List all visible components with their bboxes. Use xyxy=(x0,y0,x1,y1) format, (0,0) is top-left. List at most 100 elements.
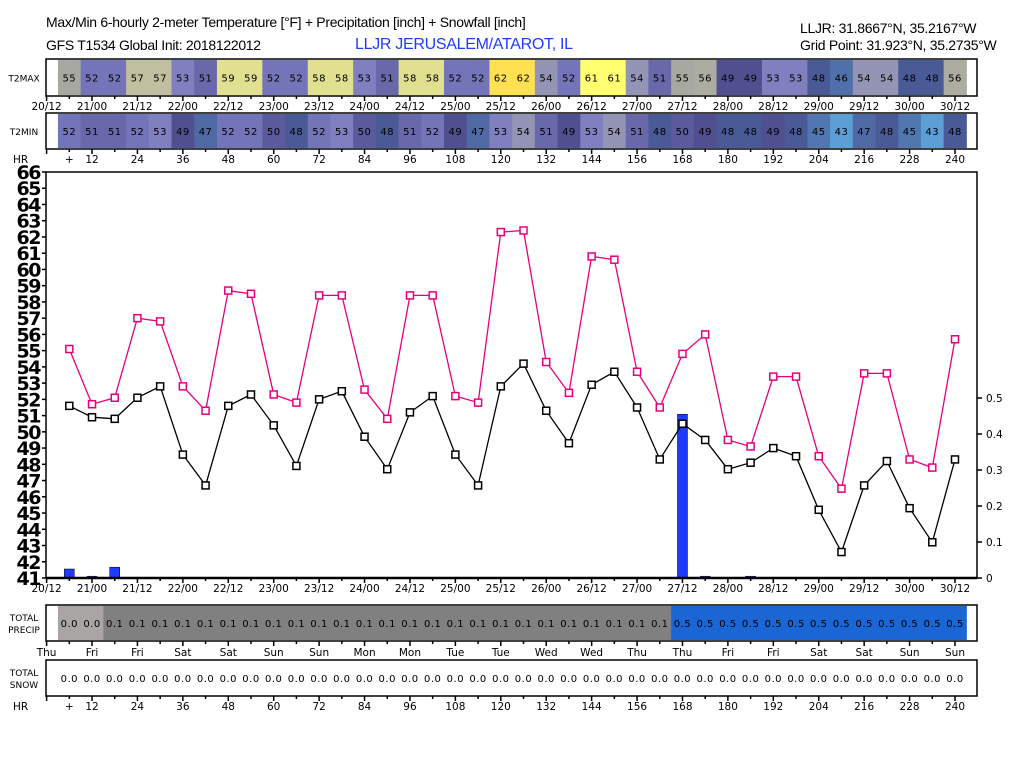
total_precip-cell-value: 0.1 xyxy=(151,619,168,630)
max-temp-point xyxy=(246,289,256,299)
date-tick-label: 28/00 xyxy=(713,101,743,113)
t2min-cell-value: 49 xyxy=(562,127,576,138)
t2min-cell xyxy=(625,114,649,148)
max-temp-point xyxy=(451,391,460,401)
t2min-cell-value: 49 xyxy=(176,127,190,138)
total_snow-cell-value: 0.0 xyxy=(469,674,486,685)
t2min-cell xyxy=(489,114,513,148)
date-tick-label: 23/00 xyxy=(259,101,289,113)
t2min-cell-value: 45 xyxy=(812,127,826,138)
min-temp-point xyxy=(201,481,210,490)
t2min-cell-value: 45 xyxy=(903,127,917,138)
total_precip-cell-value: 0.5 xyxy=(833,619,850,630)
t2max-cell xyxy=(216,60,241,95)
t2max-cell xyxy=(830,60,854,95)
total_precip-cell-value: 0.1 xyxy=(242,619,259,630)
t2min-label: T2MIN xyxy=(9,128,38,138)
total_precip-cell-value: 0.5 xyxy=(901,619,918,630)
total_precip-cell-value: 0.5 xyxy=(878,619,895,630)
total_precip-cell-value: 0.5 xyxy=(787,619,804,630)
t2max-cell-value: 54 xyxy=(539,74,553,85)
max-temp-point xyxy=(564,388,574,398)
day-tick-label: Mon xyxy=(399,647,421,659)
y-tick-label: 59 xyxy=(17,276,41,298)
total_precip-cell xyxy=(421,606,445,640)
hour-tick-label: 24 xyxy=(131,701,145,713)
t2min-cell xyxy=(148,114,173,148)
date-tick-label: 29/00 xyxy=(804,101,834,113)
total_snow-cell-value: 0.0 xyxy=(810,674,827,685)
total_snow-cell xyxy=(830,661,854,695)
total_snow-cell xyxy=(920,661,945,695)
min-temp-point xyxy=(905,503,914,513)
total_precip-label: TOTAL xyxy=(9,614,39,624)
y-tick-label: 57 xyxy=(17,308,41,330)
t2max-cell-value: 52 xyxy=(85,74,99,85)
t2max-cell-value: 53 xyxy=(358,74,372,85)
date-tick-label: 26/00 xyxy=(531,101,561,113)
t2min-cell xyxy=(557,114,581,148)
t2max-cell-value: 49 xyxy=(721,74,735,85)
min-temp-point xyxy=(950,455,960,464)
t2max-cell xyxy=(852,60,877,95)
min-temp-point xyxy=(451,450,460,459)
total_snow-cell-value: 0.0 xyxy=(129,674,146,685)
t2max-cell-value: 54 xyxy=(630,74,644,85)
min-temp-point xyxy=(133,393,142,402)
t2min-cell xyxy=(534,114,559,148)
day-tick-label: Sat xyxy=(856,647,873,659)
total_precip-cell xyxy=(943,606,967,640)
date-tick-label: 22/12 xyxy=(213,101,243,113)
total_snow-cell xyxy=(875,661,899,695)
total_precip-cell xyxy=(216,606,241,640)
total_snow-cell xyxy=(648,661,672,695)
min-temp-point xyxy=(224,401,233,411)
hour-tick-label: 132 xyxy=(536,701,556,713)
total_snow-cell-value: 0.0 xyxy=(560,674,577,685)
total_snow-cell-value: 0.0 xyxy=(447,674,464,685)
date-tick-label: 24/12 xyxy=(395,101,425,113)
t2min-cell xyxy=(943,114,967,148)
min-temp-point xyxy=(314,395,324,404)
t2min-cell xyxy=(898,114,922,148)
date-tick-label: 25/00 xyxy=(440,101,470,113)
total_precip-cell xyxy=(57,606,82,640)
min-temp-point xyxy=(610,367,619,377)
date-tick-label: 29/00 xyxy=(804,583,834,595)
y-tick-label: 62 xyxy=(17,227,41,249)
y-tick-label: 46 xyxy=(17,487,42,509)
total_snow-cell xyxy=(353,661,377,695)
total_snow-cell xyxy=(194,661,218,695)
t2min-cell-value: 54 xyxy=(607,127,621,138)
t2max-cell-value: 52 xyxy=(108,74,122,85)
total_precip-cell-value: 0.1 xyxy=(265,619,282,630)
max-temp-line xyxy=(68,229,956,491)
date-tick-label: 30/12 xyxy=(940,583,970,595)
hour-tick-label: + xyxy=(65,154,74,166)
t2max-cell xyxy=(239,60,263,95)
total_snow-cell xyxy=(898,661,922,695)
day-tick-label: Thu xyxy=(626,647,647,659)
total_snow-cell xyxy=(807,661,831,695)
t2max-cell xyxy=(103,60,127,95)
t2min-cell xyxy=(580,114,604,148)
day-tick-label: Thu xyxy=(672,647,693,659)
t2min-cell xyxy=(126,114,150,148)
y-tick-label: 60 xyxy=(17,259,42,281)
min-temp-point xyxy=(723,464,733,474)
min-temp-point xyxy=(587,380,596,389)
t2min-cell-value: 50 xyxy=(676,127,690,138)
t2max-cell-value: 57 xyxy=(153,74,167,85)
day-tick-label: Sun xyxy=(264,647,284,659)
t2min-cell-value: 53 xyxy=(494,127,508,138)
t2max-cell xyxy=(557,60,581,95)
t2max-cell xyxy=(444,60,468,95)
total_precip-cell-value: 0.5 xyxy=(855,619,872,630)
total_snow-cell-value: 0.0 xyxy=(220,674,237,685)
hour-tick-label: 96 xyxy=(403,154,417,166)
total_precip-cell xyxy=(239,606,263,640)
t2min-cell-value: 48 xyxy=(721,127,735,138)
total_snow-cell xyxy=(671,661,695,695)
t2max-cell xyxy=(330,60,354,95)
t2min-cell-value: 51 xyxy=(85,127,99,138)
